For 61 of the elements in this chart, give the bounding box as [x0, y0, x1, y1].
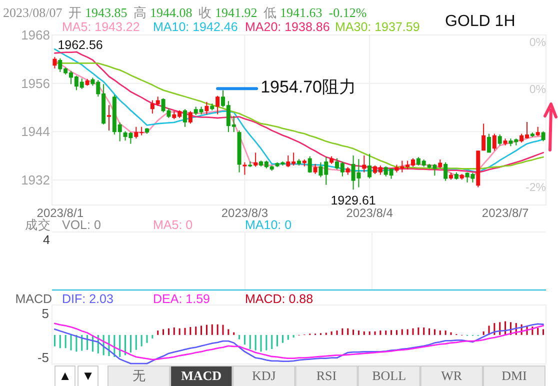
y-tick-label: -5 — [37, 350, 49, 365]
y-tick-label: 1944 — [21, 124, 50, 140]
candlestick — [541, 130, 546, 142]
text: MACD: 0.88 — [245, 292, 314, 306]
text: RSI — [316, 368, 337, 383]
candlestick — [313, 163, 318, 174]
text: MA5: 1943.22 — [62, 20, 140, 34]
text: DEA: 1.59 — [153, 292, 210, 306]
text: MA10: 0 — [245, 218, 292, 232]
y-tick-label: 1956 — [21, 76, 50, 91]
candlestick — [183, 108, 187, 128]
x-tick-label: 2023/8/4 — [346, 206, 394, 220]
candlestick — [216, 95, 220, 115]
text: MA5: 0 — [153, 218, 193, 232]
text: MACD — [181, 368, 222, 383]
text: KDJ — [252, 368, 276, 383]
candlestick — [444, 162, 448, 182]
text: MA10: 1942.46 — [153, 20, 238, 34]
y-tick-label: 1968 — [21, 28, 50, 42]
candlestick — [368, 153, 372, 179]
text: DMI — [502, 368, 527, 383]
text: ▲ — [58, 368, 72, 383]
text: MA20: 1938.86 — [245, 20, 330, 34]
text: WR — [441, 368, 462, 383]
x-tick-label: 2023/8/3 — [221, 206, 268, 220]
annotation: 1962.56 — [58, 38, 103, 52]
text: MA30: 1937.59 — [335, 20, 420, 34]
candlestick — [52, 56, 57, 69]
candlestick — [362, 154, 366, 173]
text: 4 — [43, 233, 50, 247]
candlestick — [242, 162, 247, 176]
text: 无 — [132, 368, 146, 383]
text: 低 1941.63 — [264, 5, 322, 20]
y-tick-label: 1932 — [21, 172, 50, 188]
ref-line-label: 1954.70阻力 — [260, 78, 356, 97]
chart-title: GOLD 1H — [445, 13, 516, 30]
candlestick — [536, 126, 540, 137]
text: VOL: 0 — [62, 218, 101, 232]
candlestick — [498, 134, 502, 146]
text: 2023/08/07 — [3, 5, 63, 20]
candlestick — [482, 123, 486, 152]
candlestick — [308, 156, 312, 174]
text: BOLL — [372, 368, 406, 383]
candlestick — [492, 133, 496, 152]
candlestick — [254, 152, 258, 168]
candlestick — [107, 104, 111, 131]
text: 高 1944.08 — [134, 5, 192, 20]
text: ▼ — [82, 368, 94, 383]
text: 开 1943.85 — [68, 5, 128, 20]
candlestick — [188, 110, 192, 124]
x-tick-label: 2023/8/1 — [36, 206, 84, 220]
series-label: DIF: 2.03 — [62, 292, 114, 306]
chart-title: MACD — [15, 292, 52, 306]
text: -0.12% — [328, 5, 367, 20]
candlestick — [204, 101, 209, 115]
text: 收 1941.92 — [198, 5, 258, 20]
text: 成交 — [25, 217, 51, 232]
y-tick-label: 5 — [42, 306, 49, 321]
x-tick-label: 2023/8/7 — [482, 206, 529, 220]
candlestick — [487, 133, 491, 154]
annotation: 1929.61 — [330, 194, 376, 208]
